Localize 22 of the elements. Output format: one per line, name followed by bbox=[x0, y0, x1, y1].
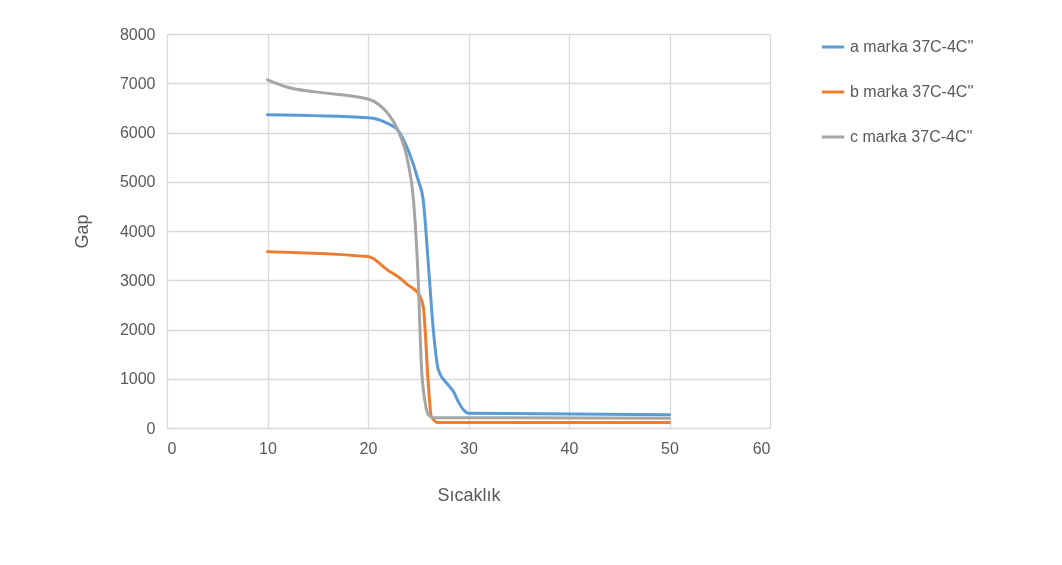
x-tick-label: 30 bbox=[460, 439, 478, 457]
y-axis-title: Gap bbox=[71, 214, 92, 249]
y-tick-label: 7000 bbox=[119, 74, 156, 92]
x-tick-label: 60 bbox=[752, 439, 771, 457]
y-tick-label: 4000 bbox=[119, 222, 156, 240]
y-tick-label: 2000 bbox=[119, 321, 156, 338]
y-tick-label: 0 bbox=[146, 419, 156, 437]
x-tick-label: 20 bbox=[359, 439, 378, 457]
x-tick-label: 10 bbox=[259, 439, 277, 457]
legend-label: a marka 37C-4C'' bbox=[850, 38, 974, 55]
x-tick-label: 40 bbox=[560, 439, 579, 457]
y-tick-label: 1000 bbox=[119, 370, 156, 388]
y-tick-label: 6000 bbox=[119, 124, 156, 141]
x-tick-label: 50 bbox=[661, 439, 679, 457]
y-tick-label: 8000 bbox=[119, 25, 156, 43]
line-series bbox=[266, 250, 671, 425]
x-axis-title: Sıcaklık bbox=[437, 484, 502, 505]
x-tick-label: 0 bbox=[167, 439, 177, 457]
legend-label: c marka 37C-4C'' bbox=[850, 128, 973, 145]
y-tick-label: 5000 bbox=[119, 173, 156, 191]
legend-label: b marka 37C-4C'' bbox=[850, 83, 974, 100]
y-tick-label: 3000 bbox=[119, 271, 156, 289]
